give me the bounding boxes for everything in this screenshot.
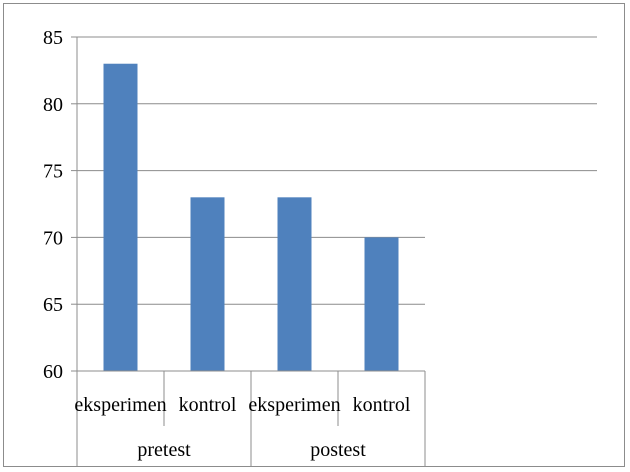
- bar-kontrol-3: [364, 237, 399, 371]
- y-tick-label: 75: [43, 161, 63, 183]
- bar-eksperimen-2: [277, 197, 312, 371]
- labels: 60 65 70 75 80 85 eksperimen kontrol eksperimen k…: [43, 27, 411, 461]
- category-label-1: kontrol: [179, 394, 237, 416]
- category-label-3: kontrol: [353, 394, 411, 416]
- grid-lines: [77, 36, 597, 305]
- y-tick-label: 60: [43, 361, 63, 383]
- y-tick-label: 80: [43, 94, 63, 116]
- axes: [71, 36, 426, 466]
- category-label-0: eksperimen: [74, 394, 166, 416]
- y-tick-label: 65: [43, 294, 63, 316]
- group-label-pretest: pretest: [137, 439, 191, 461]
- y-tick-label: 85: [43, 27, 63, 49]
- bar-eksperimen-0: [103, 63, 138, 371]
- y-tick-label: 70: [43, 227, 63, 249]
- bar-kontrol-1: [190, 197, 225, 371]
- bars: [103, 63, 399, 371]
- group-label-postest: postest: [310, 439, 366, 461]
- category-label-2: eksperimen: [248, 394, 340, 416]
